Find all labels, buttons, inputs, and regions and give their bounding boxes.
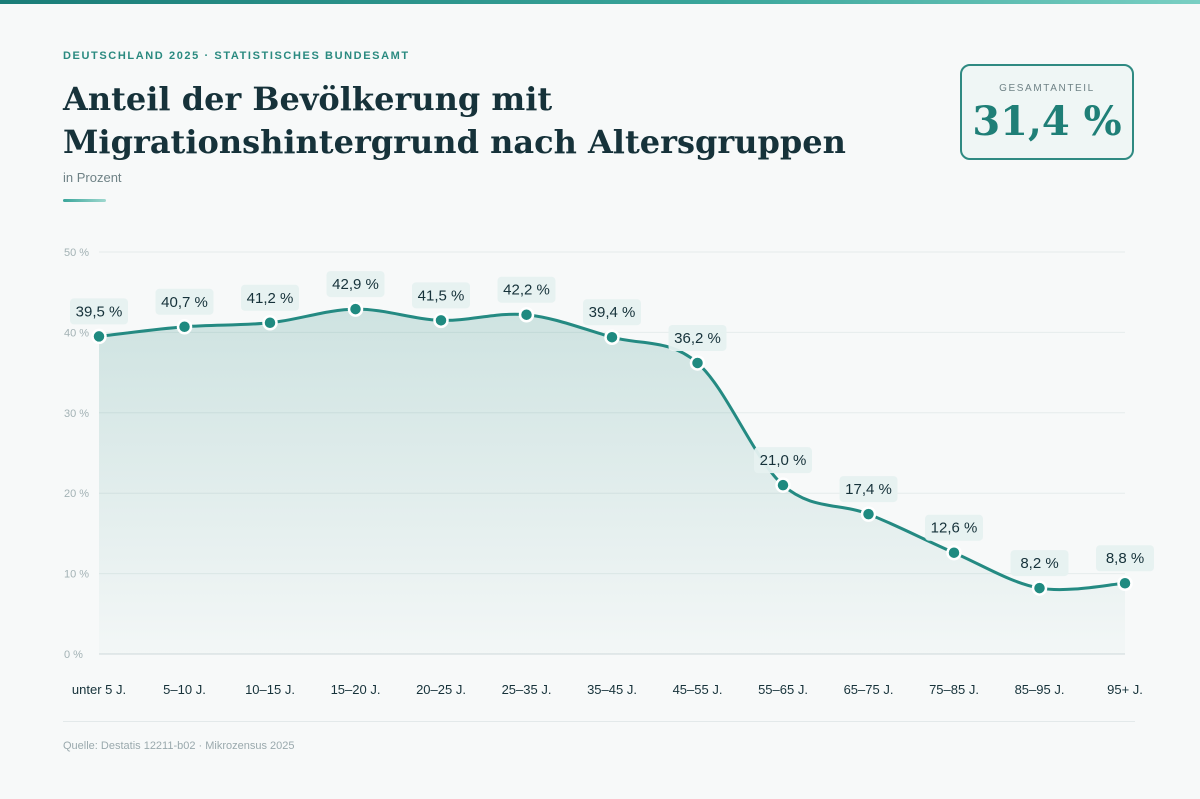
data-label-bg <box>326 271 385 298</box>
data-label-bg <box>754 447 812 474</box>
x-tick-label: 85–95 J. <box>1015 682 1065 697</box>
data-label: 42,2 % <box>503 282 550 299</box>
data-point <box>347 301 364 317</box>
data-label-bg <box>839 476 898 503</box>
data-point <box>775 477 791 493</box>
data-label-bg <box>583 299 641 326</box>
data-point <box>176 319 193 335</box>
data-point <box>91 328 107 345</box>
data-label-bg <box>925 514 983 541</box>
data-label: 39,5 % <box>76 303 123 320</box>
x-tick-label: 20–25 J. <box>416 682 466 697</box>
data-label-bg <box>241 284 299 311</box>
data-label: 40,7 % <box>161 294 208 311</box>
y-tick-label: 50 % <box>64 247 89 259</box>
data-point <box>946 544 962 561</box>
x-tick-label: 15–20 J. <box>331 682 381 697</box>
data-point <box>860 506 877 522</box>
data-point <box>262 315 278 331</box>
x-tick-label: 5–10 J. <box>163 682 206 697</box>
data-label-bg <box>1010 550 1069 577</box>
total-share-card: GESAMTANTEIL 31,4 % <box>960 64 1134 160</box>
x-tick-label: unter 5 J. <box>72 682 126 697</box>
chart-title: Anteil der Bevölkerung mit Migrationshin… <box>63 80 846 161</box>
data-label-bg <box>668 324 727 351</box>
data-label: 8,8 % <box>1106 550 1144 567</box>
x-tick-label: 65–75 J. <box>844 682 894 697</box>
data-point <box>433 312 449 329</box>
y-tick-label: 40 % <box>64 327 89 339</box>
data-label: 12,6 % <box>931 520 978 537</box>
data-label: 41,2 % <box>247 290 294 307</box>
x-tick-label: 45–55 J. <box>673 682 723 697</box>
data-label: 41,5 % <box>418 287 465 304</box>
x-tick-label: 25–35 J. <box>502 682 552 697</box>
data-label-bg <box>1096 545 1154 572</box>
total-share-value: 31,4 % <box>972 98 1122 145</box>
data-label: 42,9 % <box>332 276 379 293</box>
title-accent-line <box>63 199 106 202</box>
data-label: 17,4 % <box>845 481 892 498</box>
y-tick-label: 30 % <box>64 408 89 420</box>
kicker: DEUTSCHLAND 2025 · STATISTISCHES BUNDESA… <box>63 50 410 62</box>
data-label-bg <box>497 276 556 303</box>
data-point <box>604 329 620 345</box>
data-point <box>1031 580 1048 596</box>
data-point <box>1117 575 1133 591</box>
top-accent-bar <box>0 0 1200 4</box>
data-label-bg <box>412 282 470 309</box>
line-chart: 0 % 10 % 20 % 30 % 40 % 50 % 39,5 % unter 5 J. 4… <box>64 247 1154 697</box>
x-tick-label: 35–45 J. <box>587 682 637 697</box>
y-tick-label: 10 % <box>64 569 89 581</box>
source-note: Quelle: Destatis 12211-b02 · Mikrozensus… <box>63 740 295 752</box>
data-label: 39,4 % <box>589 304 636 321</box>
footer-divider <box>63 721 1135 722</box>
data-point <box>518 306 535 323</box>
chart-subtitle: in Prozent <box>63 170 122 185</box>
data-label: 8,2 % <box>1020 555 1058 572</box>
data-label-bg <box>70 298 128 325</box>
x-tick-label: 10–15 J. <box>245 682 295 697</box>
data-label: 36,2 % <box>674 330 721 347</box>
y-tick-label: 20 % <box>64 488 89 500</box>
y-tick-label: 0 % <box>64 649 83 661</box>
data-label: 21,0 % <box>760 452 807 469</box>
series-area <box>99 309 1125 654</box>
x-tick-label: 55–65 J. <box>758 682 808 697</box>
data-label-bg <box>155 288 214 315</box>
x-tick-label: 95+ J. <box>1107 682 1143 697</box>
data-point <box>689 355 706 371</box>
x-tick-label: 75–85 J. <box>929 682 979 697</box>
total-share-label: GESAMTANTEIL <box>999 83 1095 94</box>
